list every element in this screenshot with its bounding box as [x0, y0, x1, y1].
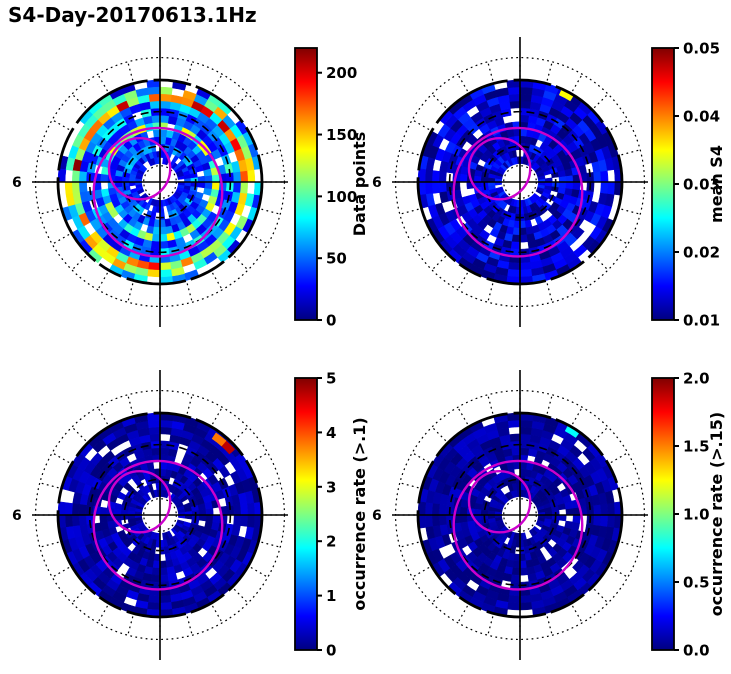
svg-text:0.04: 0.04 [683, 108, 720, 126]
polar-skymap-mean-s4: 6 [372, 37, 648, 327]
figure-title: S4-Day-20170613.1Hz [8, 3, 257, 27]
colorbar-gradient [294, 377, 318, 651]
svg-text:0: 0 [326, 642, 336, 660]
subplot-data-points: 6 [10, 32, 310, 332]
svg-text:50: 50 [326, 250, 347, 268]
maglat-contours [92, 459, 224, 591]
colorbar-data-points: 0 50 100 150 200 Data points [293, 40, 388, 340]
svg-text:0.01: 0.01 [683, 312, 720, 330]
svg-text:0.05: 0.05 [683, 40, 720, 58]
colorbar-ticks: 0.01 0.02 0.03 0.04 0.05 [674, 40, 720, 330]
colorbar-occurrence-rate-gt-0p15: 0.0 0.5 1.0 1.5 2.0 occurrence rate (>.15) [650, 370, 731, 670]
colorbar-axis-label: occurrence rate (>.1) [350, 417, 369, 610]
subplot-mean-s4: 6 [370, 32, 670, 332]
mlt-6-label: 6 [372, 175, 382, 191]
polar-skymap-occurrence-rate-gt-0p15: 6 [372, 370, 648, 660]
svg-text:1: 1 [326, 587, 336, 605]
colorbar-gradient [294, 47, 318, 321]
subplot-occurrence-rate-gt-0p15: 6 [370, 365, 670, 665]
svg-text:4: 4 [326, 424, 336, 442]
svg-text:5: 5 [326, 370, 336, 388]
maglat-contours [452, 459, 584, 591]
data-cells [57, 79, 263, 285]
maglat-contours [92, 126, 224, 258]
subplot-occurrence-rate-gt-0p10: 6 [10, 365, 310, 665]
svg-text:0: 0 [326, 312, 336, 330]
colorbar-ticks: 0 1 2 3 4 5 [317, 370, 336, 660]
polar-grid [32, 370, 288, 660]
colorbar-ticks: 0 50 100 150 200 [317, 64, 357, 330]
svg-text:1.5: 1.5 [683, 438, 710, 456]
svg-text:0.03: 0.03 [683, 176, 720, 194]
mlt-6-label: 6 [12, 508, 22, 524]
svg-text:2.0: 2.0 [683, 370, 710, 388]
colorbar-axis-label: occurrence rate (>.15) [707, 412, 726, 616]
svg-text:100: 100 [326, 188, 357, 206]
colorbar-svg-occurrence-rate-gt-0p10: 0 1 2 3 4 5 occurrence rate (>.1) [294, 370, 369, 660]
colorbar-axis-label: Data points [350, 132, 369, 237]
maglat-contours [452, 126, 584, 258]
mlt-6-label: 6 [12, 175, 22, 191]
svg-text:0.5: 0.5 [683, 574, 710, 592]
svg-text:0.02: 0.02 [683, 244, 720, 262]
svg-text:3: 3 [326, 478, 336, 496]
svg-text:200: 200 [326, 64, 357, 82]
svg-text:150: 150 [326, 126, 357, 144]
colorbar-occurrence-rate-gt-0p10: 0 1 2 3 4 5 occurrence rate (>.1) [293, 370, 388, 670]
colorbar-svg-mean-s4: 0.01 0.02 0.03 0.04 0.05 mean S4 [651, 40, 726, 330]
polar-grid [392, 370, 648, 660]
polar-skymap-occurrence-rate-gt-0p10: 6 [12, 370, 288, 660]
polar-grid [392, 37, 648, 327]
colorbar-mean-s4: 0.01 0.02 0.03 0.04 0.05 mean S4 [650, 40, 731, 340]
polar-grid [32, 37, 288, 327]
svg-text:1.0: 1.0 [683, 506, 710, 524]
colorbar-axis-label: mean S4 [707, 145, 726, 223]
svg-text:0.0: 0.0 [683, 642, 710, 660]
polar-skymap-data-points: 6 [12, 37, 288, 327]
colorbar-gradient [651, 377, 675, 651]
svg-text:2: 2 [326, 533, 336, 551]
data-cells [57, 412, 263, 618]
mlt-6-label: 6 [372, 508, 382, 524]
colorbar-svg-data-points: 0 50 100 150 200 Data points [294, 47, 369, 330]
colorbar-gradient [651, 47, 675, 321]
colorbar-ticks: 0.0 0.5 1.0 1.5 2.0 [674, 370, 710, 660]
colorbar-svg-occurrence-rate-gt-0p15: 0.0 0.5 1.0 1.5 2.0 occurrence rate (>.15) [651, 370, 726, 660]
